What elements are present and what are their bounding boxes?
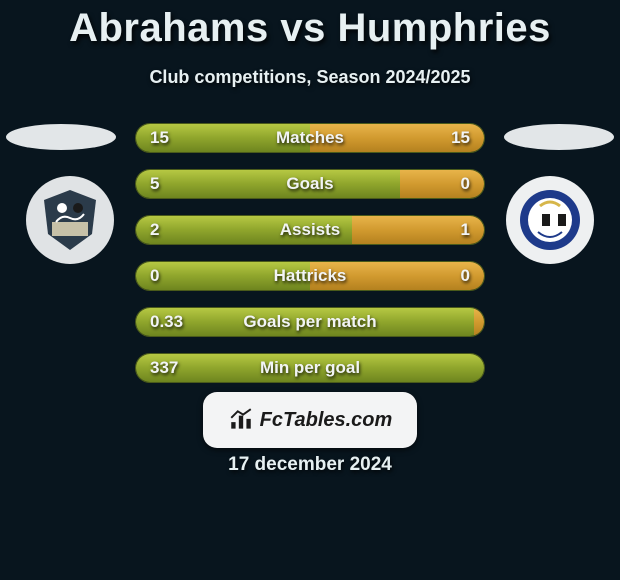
stat-label: Hattricks xyxy=(274,266,347,286)
stat-label: Assists xyxy=(280,220,340,240)
stat-row: 0 Hattricks 0 xyxy=(135,261,485,291)
club-crest-left xyxy=(20,176,120,264)
date-label: 17 december 2024 xyxy=(0,454,620,476)
stat-value-left: 15 xyxy=(150,128,169,148)
player-right-silhouette xyxy=(504,124,614,150)
stat-row: 337 Min per goal xyxy=(135,353,485,383)
source-logo: FcTables.com xyxy=(203,392,417,448)
stat-value-left: 337 xyxy=(150,358,178,378)
stat-value-right: 0 xyxy=(461,266,470,286)
stat-label: Min per goal xyxy=(260,358,360,378)
shield-icon xyxy=(38,188,102,252)
stat-row: 0.33 Goals per match xyxy=(135,307,485,337)
stat-value-left: 5 xyxy=(150,174,159,194)
source-logo-text: FcTables.com xyxy=(260,409,393,432)
stat-value-right: 0 xyxy=(461,174,470,194)
stat-value-left: 0 xyxy=(150,266,159,286)
stat-label: Matches xyxy=(276,128,344,148)
bar-right-fill xyxy=(474,308,484,336)
club-crest-right xyxy=(500,176,600,264)
player-left-silhouette xyxy=(6,124,116,150)
page-title: Abrahams vs Humphries xyxy=(0,0,620,51)
bar-left-fill xyxy=(136,170,400,198)
stat-row: 5 Goals 0 xyxy=(135,169,485,199)
shield-icon xyxy=(518,188,582,252)
bar-right-fill xyxy=(400,170,484,198)
subtitle: Club competitions, Season 2024/2025 xyxy=(0,67,620,88)
stat-row: 2 Assists 1 xyxy=(135,215,485,245)
chart-icon xyxy=(228,407,254,433)
stats-bars: 15 Matches 15 5 Goals 0 2 Assists 1 0 Hattricks 0 0.… xyxy=(135,123,485,399)
stat-value-right: 15 xyxy=(451,128,470,148)
stat-value-left: 0.33 xyxy=(150,312,183,332)
stat-value-left: 2 xyxy=(150,220,159,240)
stat-label: Goals per match xyxy=(243,312,376,332)
stat-row: 15 Matches 15 xyxy=(135,123,485,153)
stat-label: Goals xyxy=(286,174,333,194)
stat-value-right: 1 xyxy=(461,220,470,240)
